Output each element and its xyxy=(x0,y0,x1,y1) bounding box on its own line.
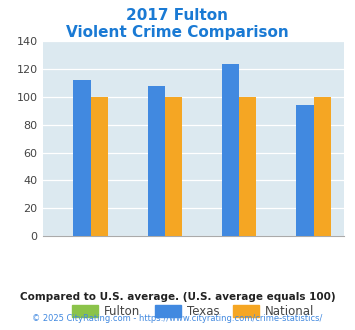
Bar xyxy=(73,80,91,236)
Bar xyxy=(148,86,165,236)
Text: © 2025 CityRating.com - https://www.cityrating.com/crime-statistics/: © 2025 CityRating.com - https://www.city… xyxy=(32,314,323,323)
Bar xyxy=(165,97,182,236)
Text: Violent Crime Comparison: Violent Crime Comparison xyxy=(66,25,289,40)
Bar xyxy=(222,63,239,236)
Bar xyxy=(91,97,108,236)
Bar xyxy=(239,97,256,236)
Bar xyxy=(296,105,313,236)
Bar xyxy=(313,97,331,236)
Text: Compared to U.S. average. (U.S. average equals 100): Compared to U.S. average. (U.S. average … xyxy=(20,292,335,302)
Text: 2017 Fulton: 2017 Fulton xyxy=(126,8,229,23)
Legend: Fulton, Texas, National: Fulton, Texas, National xyxy=(68,300,319,323)
